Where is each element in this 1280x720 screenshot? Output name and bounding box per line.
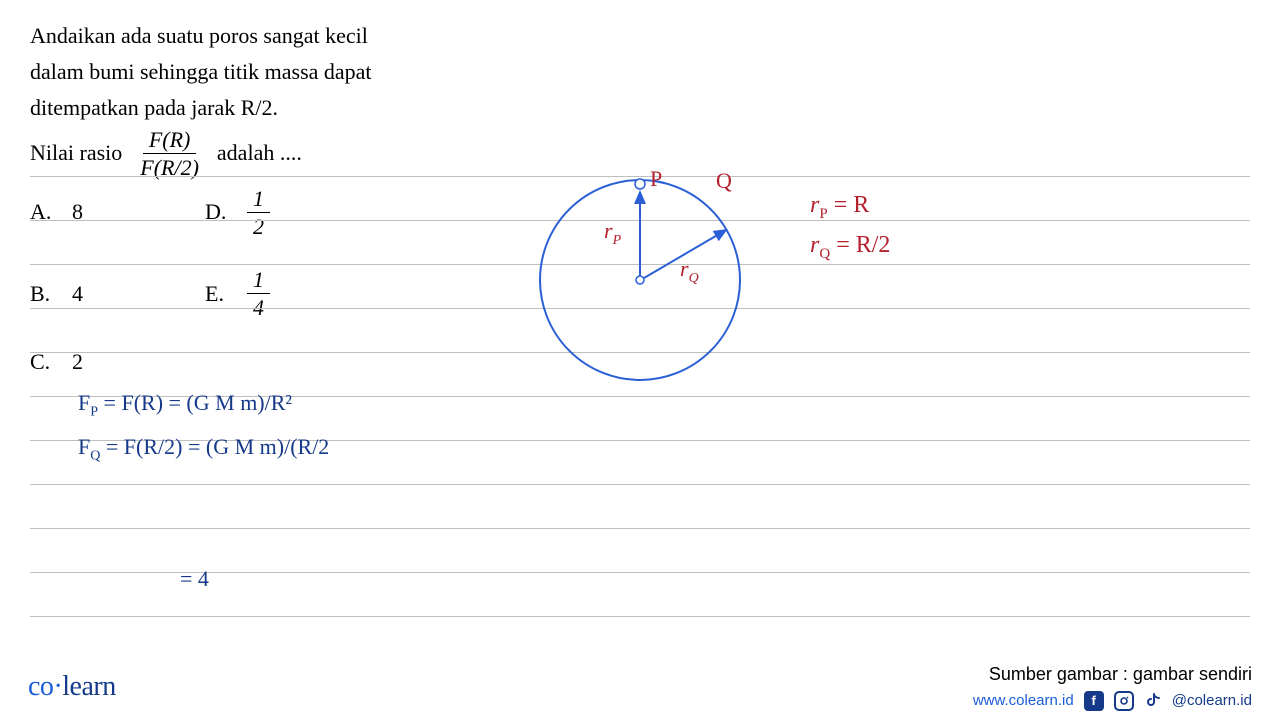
- eq-fq: FQ = F(R/2) = (G M m)/(R/2: [78, 434, 329, 464]
- social-handle: @colearn.id: [1172, 692, 1252, 709]
- image-source: Sumber gambar : gambar sendiri: [989, 664, 1252, 685]
- tiktok-icon[interactable]: [1144, 692, 1162, 710]
- label-rq: rQ: [680, 256, 699, 286]
- question-line-2: dalam bumi sehingga titik massa dapat: [30, 56, 1250, 88]
- eq-fp: FP = F(R) = (G M m)/R²: [78, 390, 292, 420]
- label-q: Q: [716, 170, 732, 193]
- circle-diagram: P Q rP rQ: [530, 170, 770, 410]
- question-line-3: ditempatkan pada jarak R/2.: [30, 92, 1250, 124]
- ratio-suffix: adalah ....: [217, 140, 302, 166]
- footer: co·learn Sumber gambar : gambar sendiri …: [0, 664, 1280, 720]
- center-dot: [636, 276, 644, 284]
- ratio-fraction: F(R) F(R/2): [134, 128, 205, 179]
- question-line-1: Andaikan ada suatu poros sangat kecil: [30, 20, 1250, 52]
- eq-rp: rP = R: [810, 192, 869, 223]
- label-p: P: [650, 170, 662, 191]
- brand-logo: co·learn: [28, 671, 116, 703]
- website-link[interactable]: www.colearn.id: [973, 692, 1074, 709]
- ratio-num: F(R): [143, 128, 197, 154]
- ratio-prefix: Nilai rasio: [30, 140, 122, 166]
- label-rp: rP: [604, 218, 622, 248]
- facebook-icon[interactable]: f: [1084, 691, 1104, 711]
- instagram-icon[interactable]: [1114, 691, 1134, 711]
- eq-result: = 4: [180, 566, 209, 592]
- footer-links: www.colearn.id f @colearn.id: [973, 691, 1252, 711]
- eq-rq: rQ = R/2: [810, 232, 890, 263]
- point-p-dot: [635, 179, 645, 189]
